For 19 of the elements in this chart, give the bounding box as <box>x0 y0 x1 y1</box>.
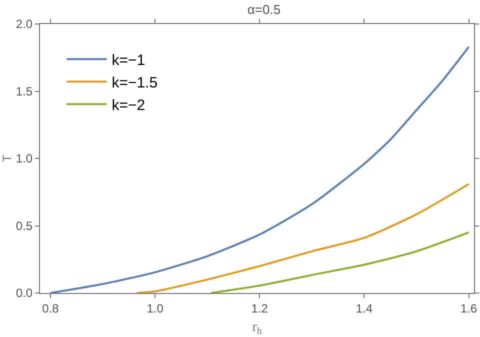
y-tick-label: 0.0 <box>16 286 33 300</box>
y-tick-label: 0.5 <box>16 218 33 233</box>
legend-label: k=−2 <box>112 96 146 114</box>
legend-label: k=−1 <box>112 52 146 69</box>
y-axis-title: T <box>0 154 14 162</box>
x-tick-label: 1.4 <box>356 301 373 316</box>
chart-title: α=0.5 <box>247 2 281 18</box>
x-tick-label: 0.8 <box>42 301 60 316</box>
x-tick-label: 1.6 <box>460 301 478 316</box>
x-tick-label: 1.2 <box>251 301 268 316</box>
x-axis-title: r$_{h}$ <box>252 320 262 337</box>
line-series <box>210 231 470 293</box>
legend-label: k=−1.5 <box>112 74 158 92</box>
y-tick-label: 2.0 <box>16 17 33 32</box>
line-series <box>136 183 470 293</box>
line-series <box>49 46 470 293</box>
y-tick-label: 1.5 <box>16 84 33 98</box>
y-tick-label: 1.0 <box>16 152 33 166</box>
x-tick-label: 1.0 <box>146 301 164 316</box>
